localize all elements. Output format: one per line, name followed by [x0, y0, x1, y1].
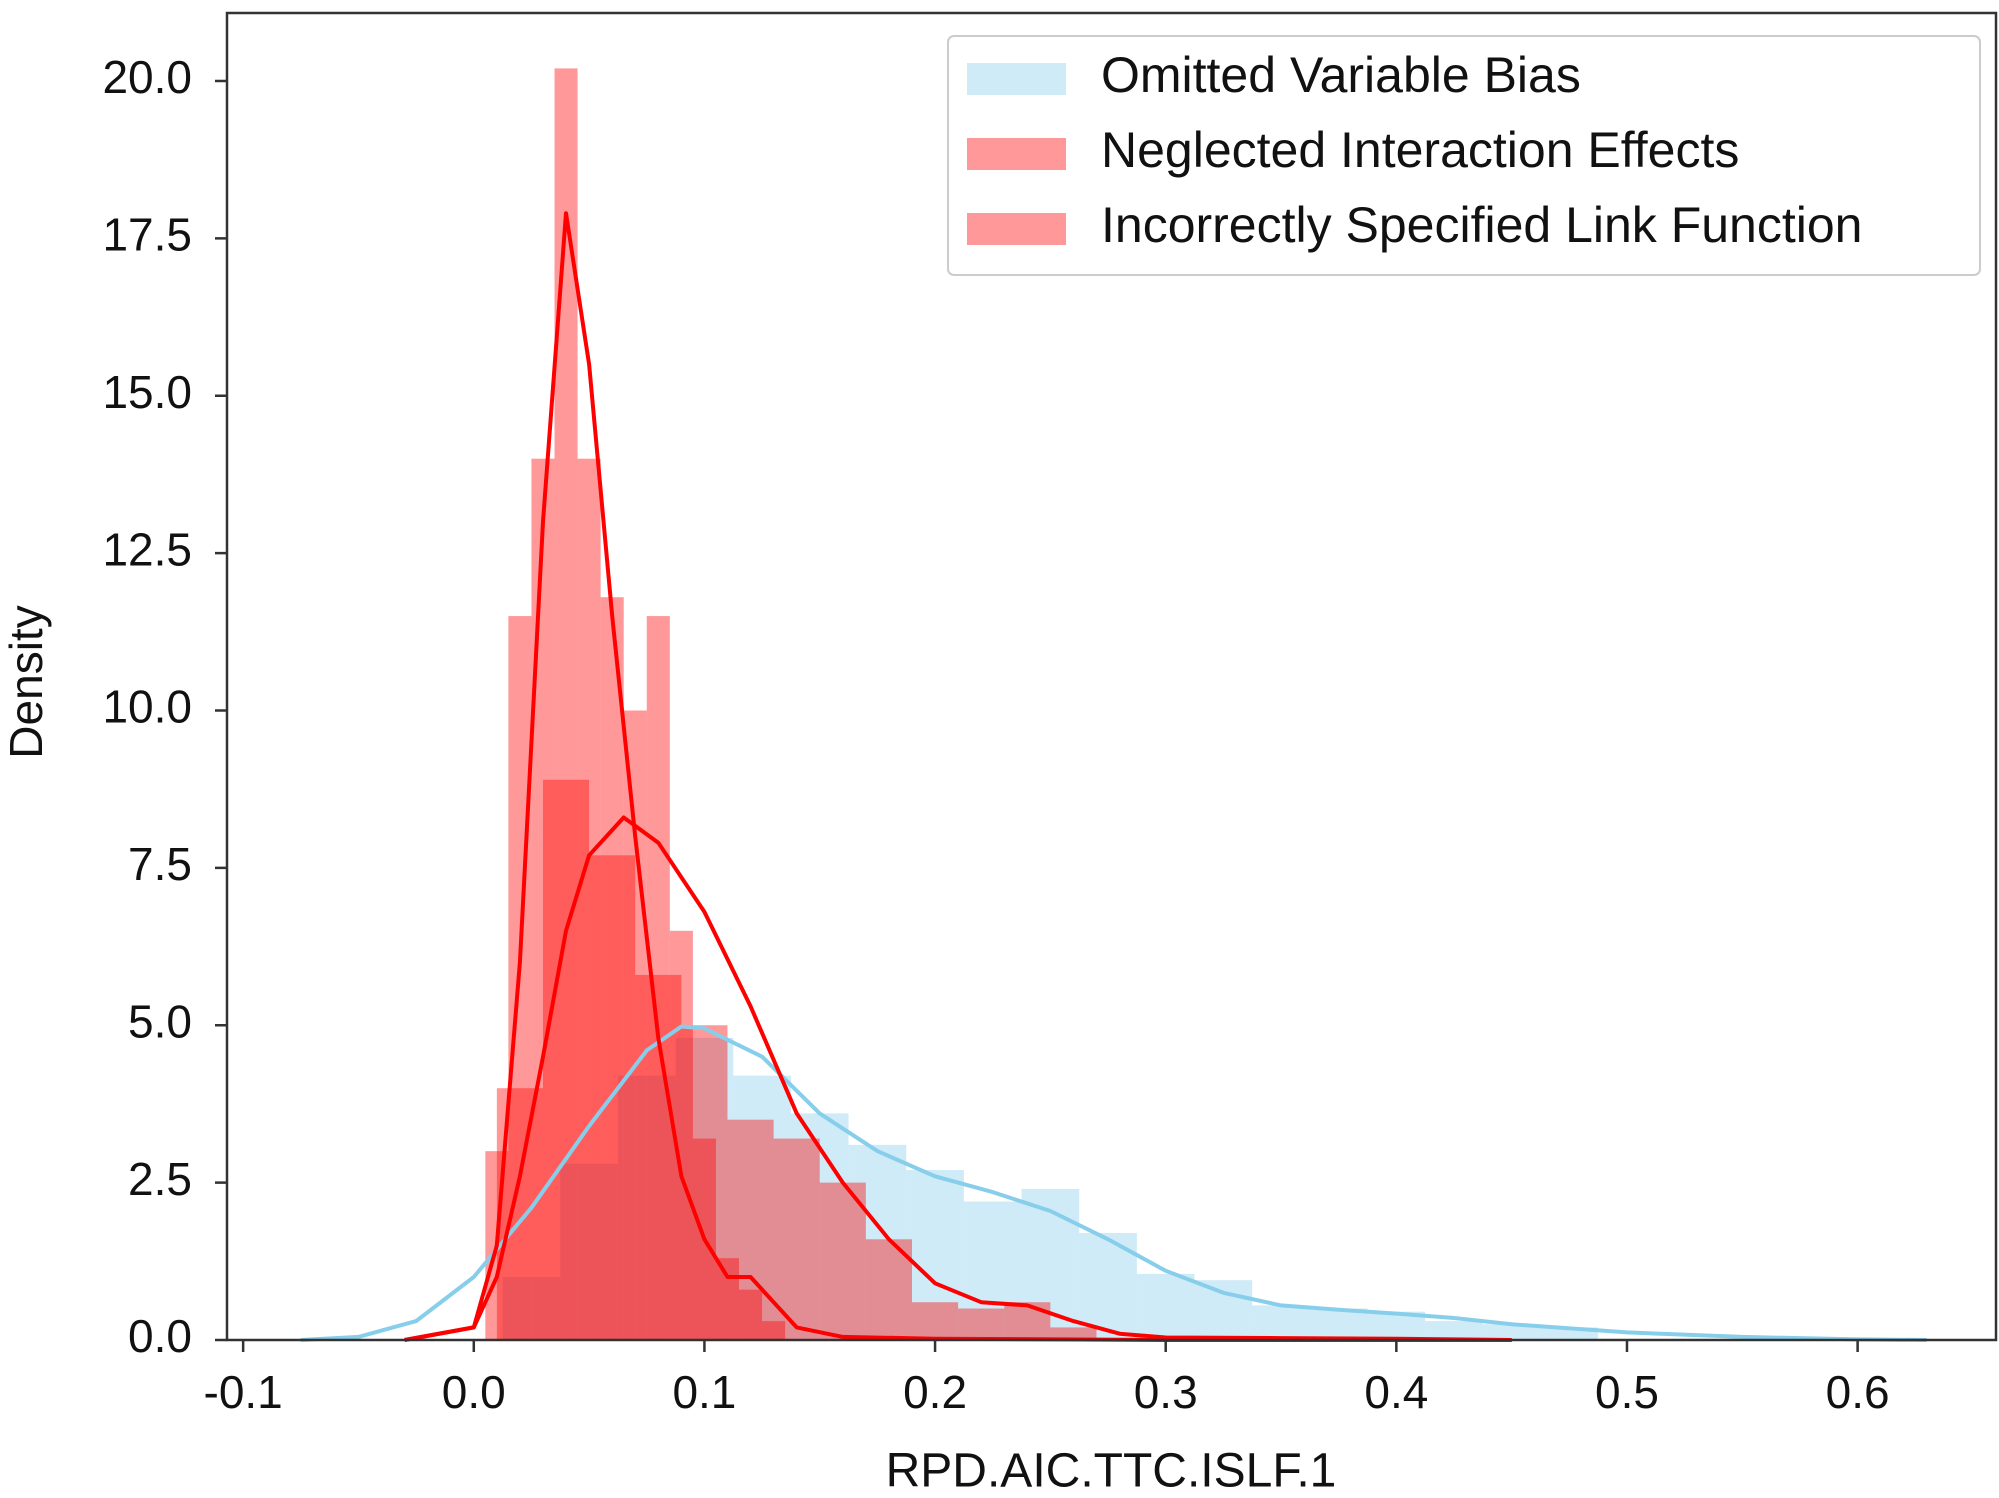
kde-line — [300, 1024, 1927, 1342]
histogram-bar — [623, 710, 647, 1340]
legend-swatch — [967, 63, 1066, 95]
histogram-bar — [496, 1088, 543, 1340]
histogram-bar — [1050, 1327, 1097, 1340]
x-axis-label: RPD.AIC.TTC.ISLF.1 — [886, 1445, 1337, 1498]
y-tick-label: 7.5 — [128, 838, 192, 890]
histogram-bar — [1252, 1305, 1310, 1340]
x-tick-label: 0.0 — [442, 1366, 506, 1418]
histogram-bar — [1425, 1321, 1483, 1340]
histogram-bar — [646, 616, 670, 1340]
legend-swatch — [967, 138, 1066, 170]
histogram-bar — [1004, 1302, 1051, 1340]
y-tick-label: 12.5 — [102, 523, 192, 575]
legend-swatch — [967, 213, 1066, 245]
histogram-bar — [762, 1321, 786, 1340]
histogram-bar — [600, 597, 624, 1340]
x-tick-label: 0.3 — [1134, 1366, 1198, 1418]
histogram-bar — [554, 68, 578, 1340]
x-tick-label: 0.4 — [1364, 1366, 1428, 1418]
x-tick-label: 0.5 — [1595, 1366, 1659, 1418]
y-tick-label: 0.0 — [128, 1310, 192, 1362]
y-axis-label: Density — [0, 605, 52, 758]
y-tick-label: 15.0 — [102, 366, 192, 418]
x-tick-label: -0.1 — [204, 1366, 283, 1418]
histogram-bar — [1309, 1308, 1368, 1340]
histogram-bar — [911, 1302, 959, 1340]
histogram-bar — [1136, 1273, 1195, 1340]
plot-frame — [225, 11, 1998, 1342]
histogram-bar — [848, 1144, 907, 1340]
histogram-bar — [727, 1119, 774, 1340]
legend-box — [947, 35, 1981, 276]
histogram-bar — [1482, 1324, 1541, 1340]
histogram-bar — [531, 458, 555, 1341]
histogram-bar — [617, 1075, 676, 1340]
kde-line — [404, 211, 1512, 1342]
legend-label: Neglected Interaction Effects — [1101, 122, 1739, 178]
histogram-bar — [669, 930, 693, 1340]
histogram-bar — [739, 1289, 763, 1340]
histogram-bar — [906, 1170, 964, 1340]
histogram-bar — [1194, 1280, 1253, 1340]
histogram-bar — [681, 1025, 728, 1340]
histogram-bar — [502, 1277, 561, 1340]
y-tick-label: 5.0 — [128, 995, 192, 1047]
histogram-bar — [773, 1138, 820, 1340]
x-tick-label: 0.1 — [672, 1366, 736, 1418]
y-tick-label: 2.5 — [128, 1153, 192, 1205]
x-tick-label: 0.2 — [903, 1366, 967, 1418]
histogram-bar — [963, 1201, 1022, 1340]
legend-label: Incorrectly Specified Link Function — [1101, 197, 1862, 253]
y-tick-label: 10.0 — [102, 681, 192, 733]
legend-label: Omitted Variable Bias — [1101, 47, 1581, 103]
histogram-bar — [733, 1075, 791, 1340]
y-tick-label: 20.0 — [102, 51, 192, 103]
y-tick-label: 17.5 — [102, 209, 192, 261]
histogram-bar — [542, 779, 590, 1340]
histogram-bar — [958, 1308, 1005, 1340]
histogram-bar — [560, 1163, 618, 1340]
histogram-bar — [819, 1182, 866, 1340]
kde-line — [404, 815, 1512, 1342]
x-tick-label: 0.6 — [1826, 1366, 1890, 1418]
